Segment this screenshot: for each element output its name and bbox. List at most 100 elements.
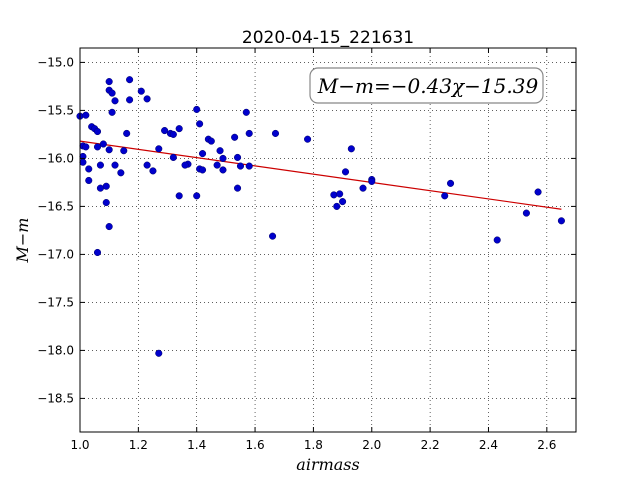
fit-annotation-text: M−m=−0.43χ−15.39: [317, 74, 539, 98]
data-point: [493, 236, 501, 244]
fit-annotation-box: [309, 67, 544, 104]
data-point: [169, 130, 177, 138]
data-point: [175, 125, 183, 133]
data-point: [441, 192, 449, 200]
data-point: [105, 78, 113, 86]
data-point: [534, 188, 542, 196]
x-tick-label: 2.4: [479, 438, 498, 452]
data-point: [111, 97, 119, 105]
data-point: [123, 129, 131, 137]
data-point: [126, 76, 134, 84]
data-point: [111, 161, 119, 169]
data-point: [368, 177, 376, 185]
data-point: [82, 143, 90, 151]
data-point: [269, 232, 277, 240]
data-point: [245, 162, 253, 170]
data-point: [155, 145, 163, 153]
x-axis-ticks: 1.0 1.2 1.4 1.6 1.8 2.0 2.2 2.4 2.6: [70, 48, 556, 452]
data-point: [231, 133, 239, 141]
data-point: [105, 146, 113, 154]
y-tick-label: −17.0: [37, 247, 74, 261]
data-point: [108, 108, 116, 116]
data-point: [169, 153, 177, 161]
y-axis-label: M−m: [13, 218, 32, 264]
y-tick-label: −18.0: [37, 343, 74, 357]
data-point: [198, 150, 207, 158]
data-point: [359, 184, 367, 192]
data-point: [155, 349, 163, 357]
data-point: [193, 192, 201, 200]
data-point: [330, 191, 338, 199]
data-point: [336, 190, 344, 198]
x-tick-label: 1.2: [129, 438, 148, 452]
data-point: [207, 137, 215, 145]
data-point: [216, 147, 224, 155]
data-point: [143, 95, 151, 103]
data-point: [82, 111, 90, 119]
data-point: [234, 153, 242, 161]
data-point: [304, 135, 312, 143]
data-point: [446, 179, 455, 187]
data-point: [271, 129, 280, 137]
fit-annotation: M−m=−0.43χ−15.39: [309, 67, 544, 104]
y-tick-label: −15.0: [37, 55, 74, 69]
data-point: [161, 127, 169, 135]
y-tick-label: −15.5: [37, 103, 74, 117]
x-tick-label: 2.2: [421, 438, 440, 452]
data-point: [93, 143, 102, 151]
data-point: [137, 87, 145, 95]
x-tick-label: 1.4: [187, 438, 206, 452]
data-point: [79, 158, 87, 166]
data-point: [213, 161, 221, 169]
data-point: [347, 145, 355, 153]
data-point: [120, 147, 128, 155]
data-point: [196, 120, 204, 128]
data-point: [102, 199, 110, 207]
data-point: [105, 223, 113, 231]
data-point: [181, 161, 189, 169]
data-point: [557, 217, 565, 225]
data-point: [193, 105, 201, 113]
y-tick-label: −16.5: [37, 199, 74, 213]
x-tick-label: 1.0: [70, 438, 89, 452]
data-points: [76, 76, 565, 357]
data-point: [93, 127, 102, 136]
plot-frame: [79, 47, 577, 433]
data-point: [85, 165, 93, 173]
y-tick-label: −18.5: [37, 391, 74, 405]
x-tick-label: 2.0: [362, 438, 381, 452]
x-tick-label: 1.8: [304, 438, 323, 452]
data-point: [245, 129, 253, 137]
data-point: [341, 168, 350, 176]
data-point: [126, 96, 134, 104]
y-tick-label: −16.0: [37, 151, 74, 165]
data-point: [93, 248, 102, 257]
data-point: [219, 166, 227, 174]
x-axis-label: airmass: [296, 455, 359, 474]
y-tick-label: −17.5: [37, 295, 74, 309]
data-point: [198, 166, 207, 174]
data-point: [339, 198, 347, 206]
data-point: [219, 154, 227, 162]
x-tick-label: 2.6: [537, 438, 556, 452]
data-point: [522, 209, 530, 217]
data-point: [236, 162, 245, 170]
fit-line-layer: [79, 140, 562, 210]
data-point: [242, 108, 250, 116]
data-point: [143, 161, 151, 169]
data-point: [117, 169, 125, 177]
chart-title: 2020-04-15_221631: [242, 28, 414, 48]
data-point: [108, 89, 116, 97]
data-point: [85, 176, 93, 185]
grid: [79, 48, 576, 432]
y-axis-ticks: −15.0 −15.5 −16.0 −16.5 −17.0 −17.5 −18.0 −18.5: [37, 55, 576, 405]
data-point: [96, 161, 104, 169]
data-point: [99, 140, 107, 148]
data-point: [234, 184, 242, 192]
data-point: [175, 192, 183, 200]
data-point: [102, 182, 110, 190]
x-tick-label: 1.6: [246, 438, 265, 452]
fit-line: [79, 140, 562, 210]
